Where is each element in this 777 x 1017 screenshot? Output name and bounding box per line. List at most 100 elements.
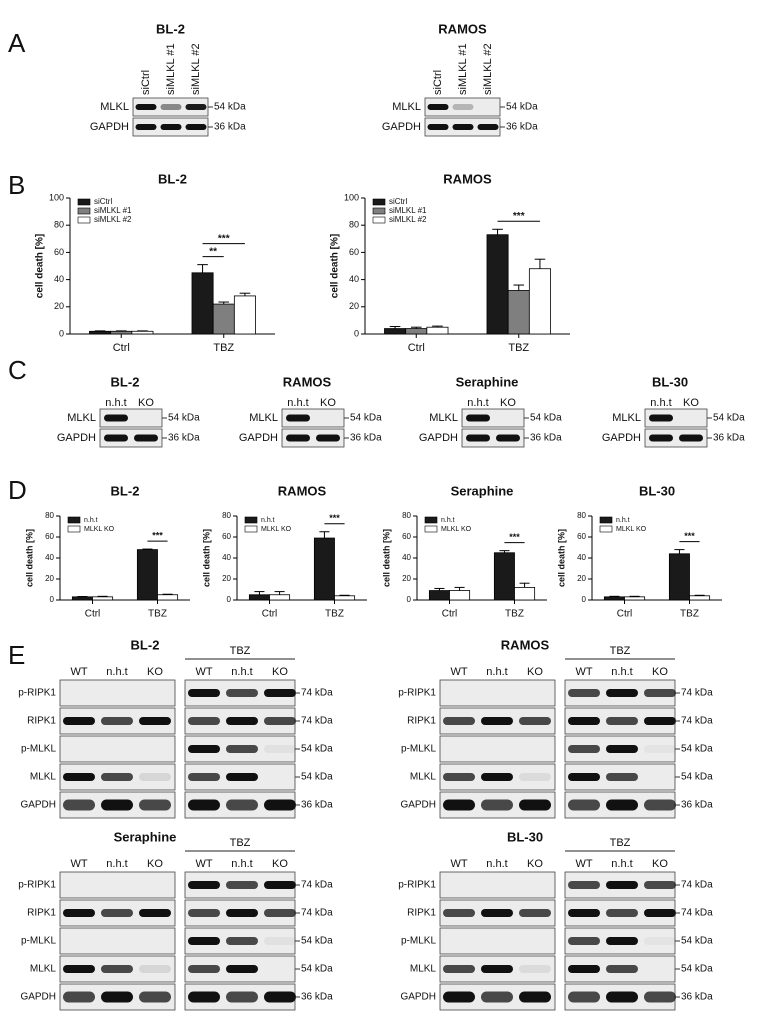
size-label: 36 kDa: [350, 433, 382, 444]
lane-label: n.h.t: [611, 858, 632, 870]
legend-swatch: [424, 525, 438, 533]
x-tick-label: Ctrl: [262, 609, 278, 620]
legend-label: siMLKL #2: [94, 215, 132, 224]
lane-label: n.h.t: [486, 666, 507, 678]
band: [226, 745, 258, 753]
y-tick-label: 20: [54, 301, 64, 311]
y-tick-label: 20: [402, 574, 411, 583]
lane-label: n.h.t: [611, 666, 632, 678]
band: [188, 965, 220, 973]
protein-label: MLKL: [410, 964, 437, 975]
y-tick-label: 40: [349, 274, 359, 284]
band: [568, 745, 600, 753]
panel-label: D: [8, 475, 27, 505]
band: [63, 965, 95, 973]
y-tick-label: 20: [45, 574, 54, 583]
y-tick-label: 0: [59, 328, 64, 338]
lane-label: KO: [147, 666, 163, 678]
protein-label: RIPK1: [407, 908, 436, 919]
band: [63, 717, 95, 725]
protein-label: GAPDH: [20, 992, 56, 1003]
bar: [428, 590, 450, 601]
size-label: 54 kDa: [506, 102, 538, 113]
y-tick-label: 60: [577, 532, 586, 541]
lane-label: WT: [195, 666, 212, 678]
membrane: [439, 927, 556, 955]
bar: [689, 595, 711, 601]
blot-title: RAMOS: [438, 21, 487, 36]
protein-label: MLKL: [392, 101, 421, 113]
size-label: 54 kDa: [681, 936, 713, 947]
band: [226, 799, 258, 811]
bar: [191, 272, 214, 335]
band: [188, 689, 220, 697]
size-label: 54 kDa: [301, 964, 333, 975]
size-label: 36 kDa: [301, 992, 333, 1003]
band: [519, 717, 551, 725]
y-tick-label: 40: [577, 553, 586, 562]
y-tick-label: 20: [577, 574, 586, 583]
protein-label: MLKL: [249, 412, 278, 424]
size-label: 54 kDa: [301, 772, 333, 783]
legend-label: siCtrl: [389, 197, 407, 206]
band: [606, 909, 638, 917]
band: [481, 799, 513, 811]
blot-title: BL-2: [131, 637, 160, 652]
legend-swatch: [599, 516, 613, 524]
band: [188, 937, 220, 945]
lane-label: KO: [652, 666, 668, 678]
y-tick-label: 60: [349, 247, 359, 257]
band: [63, 991, 95, 1003]
lane-label: n.h.t: [231, 858, 252, 870]
band: [104, 434, 128, 442]
lane-label: WT: [450, 666, 467, 678]
size-label: 74 kDa: [681, 716, 713, 727]
y-axis-label: cell death [%]: [35, 234, 46, 298]
band: [644, 881, 676, 889]
band: [226, 717, 258, 725]
legend-label: n.h.t: [616, 517, 630, 524]
band: [134, 434, 158, 442]
lane-label: n.h.t: [650, 397, 671, 409]
membrane: [59, 871, 176, 899]
y-axis-label: cell death [%]: [201, 529, 211, 587]
legend-swatch: [244, 516, 258, 524]
lane-label: WT: [450, 858, 467, 870]
size-label: 54 kDa: [713, 413, 745, 424]
x-tick-label: Ctrl: [85, 609, 101, 620]
membrane: [59, 735, 176, 763]
protein-label: p-RIPK1: [398, 688, 436, 699]
protein-label: MLKL: [30, 772, 57, 783]
legend-label: siMLKL #1: [389, 206, 427, 215]
band: [519, 773, 551, 781]
lane-label: KO: [683, 397, 699, 409]
significance-label: ***: [218, 233, 230, 244]
x-tick-label: Ctrl: [408, 342, 425, 354]
legend-swatch: [67, 516, 81, 524]
bar: [269, 594, 291, 601]
band: [443, 799, 475, 811]
bar: [157, 594, 179, 601]
bar: [668, 553, 690, 601]
band: [185, 124, 207, 130]
membrane: [439, 871, 556, 899]
band: [160, 104, 182, 110]
band: [568, 937, 600, 945]
size-label: 54 kDa: [350, 413, 382, 424]
y-axis-label: cell death [%]: [330, 234, 341, 298]
y-tick-label: 20: [222, 574, 231, 583]
bar: [110, 330, 133, 335]
band: [135, 104, 157, 110]
y-tick-label: 0: [50, 595, 55, 604]
band: [264, 689, 296, 697]
y-axis-label: cell death [%]: [24, 529, 34, 587]
significance-label: ***: [684, 531, 695, 541]
legend-swatch: [372, 198, 386, 206]
band: [188, 881, 220, 889]
band: [226, 689, 258, 697]
lane-label: n.h.t: [106, 666, 127, 678]
size-label: 36 kDa: [681, 992, 713, 1003]
legend-label: siMLKL #1: [94, 206, 132, 215]
legend-swatch: [372, 216, 386, 224]
